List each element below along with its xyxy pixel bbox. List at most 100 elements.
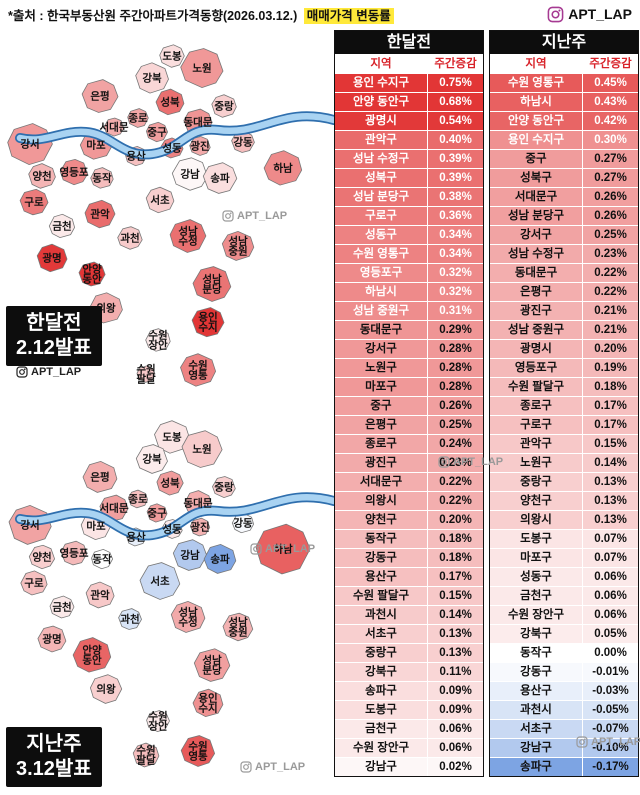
table-row: 은평구 0.25% bbox=[335, 415, 483, 434]
column-header: 지역 bbox=[335, 55, 428, 73]
region-cell: 성북구 bbox=[335, 169, 428, 187]
map-region-label: 금천 bbox=[52, 601, 71, 614]
region-cell: 동작구 bbox=[490, 644, 583, 662]
map-region bbox=[145, 121, 169, 143]
map-region-label: 수원 장안 bbox=[148, 329, 168, 352]
region-cell: 용인 수지구 bbox=[335, 74, 428, 92]
table-row: 하남시 0.32% bbox=[335, 282, 483, 301]
value-cell: 0.28% bbox=[428, 359, 483, 377]
han-river-inner bbox=[16, 113, 338, 158]
map-region bbox=[136, 365, 156, 383]
value-cell: 0.22% bbox=[583, 264, 638, 282]
table-title: 지난주 bbox=[490, 31, 638, 54]
table-row: 양천구 0.13% bbox=[490, 491, 638, 510]
value-cell: 0.32% bbox=[428, 264, 483, 282]
region-cell: 광명시 bbox=[335, 112, 428, 130]
value-cell: 0.18% bbox=[428, 549, 483, 567]
value-cell: 0.24% bbox=[428, 435, 483, 453]
table-row: 노원구 0.28% bbox=[335, 358, 483, 377]
change-table-last-week: 지난주 지역 주간증감 수원 영통구 0.45% 하남시 0.43% 안양 동안구 0.42% 용… bbox=[489, 30, 639, 777]
value-cell: 0.15% bbox=[583, 435, 638, 453]
map-region bbox=[189, 136, 211, 156]
table-row: 구로구 0.36% bbox=[335, 206, 483, 225]
map-region-label: 양천 bbox=[32, 551, 51, 564]
value-cell: -0.03% bbox=[583, 682, 638, 700]
map-region bbox=[89, 674, 123, 704]
value-cell: 0.27% bbox=[583, 169, 638, 187]
value-cell: 0.68% bbox=[428, 93, 483, 111]
table-row: 광명시 0.20% bbox=[490, 339, 638, 358]
map-region-label: 도봉 bbox=[162, 51, 182, 63]
table-row: 금천구 0.06% bbox=[335, 719, 483, 738]
value-cell: 0.19% bbox=[583, 359, 638, 377]
map-region bbox=[211, 94, 237, 118]
map-region-label: 동작 bbox=[92, 172, 112, 185]
table-row: 광명시 0.54% bbox=[335, 111, 483, 130]
value-cell: 0.26% bbox=[428, 397, 483, 415]
table-row: 광진구 0.23% bbox=[335, 453, 483, 472]
map-region bbox=[222, 612, 254, 642]
value-cell: 0.22% bbox=[428, 492, 483, 510]
table-row: 동작구 0.18% bbox=[335, 529, 483, 548]
region-cell: 성동구 bbox=[490, 568, 583, 586]
value-cell: 0.20% bbox=[428, 511, 483, 529]
value-cell: 0.21% bbox=[583, 302, 638, 320]
value-cell: 0.26% bbox=[583, 207, 638, 225]
value-cell: 0.13% bbox=[583, 511, 638, 529]
value-cell: 0.25% bbox=[583, 226, 638, 244]
value-cell: 0.40% bbox=[428, 131, 483, 149]
region-cell: 송파구 bbox=[335, 682, 428, 700]
region-cell: 중구 bbox=[490, 150, 583, 168]
table-row: 의왕시 0.13% bbox=[490, 510, 638, 529]
table-row: 강서구 0.28% bbox=[335, 339, 483, 358]
map-region-label: 광명 bbox=[42, 633, 61, 646]
table-row: 동작구 0.00% bbox=[490, 643, 638, 662]
map-region bbox=[159, 44, 185, 68]
map-region-label: 강동 bbox=[233, 517, 253, 530]
region-cell: 성동구 bbox=[335, 226, 428, 244]
map-region bbox=[203, 543, 237, 574]
map-region bbox=[81, 79, 119, 113]
map-region-label: 동대문 bbox=[184, 116, 213, 129]
table-row: 동대문구 0.22% bbox=[490, 263, 638, 282]
value-cell: 0.27% bbox=[583, 150, 638, 168]
value-cell: 0.13% bbox=[583, 492, 638, 510]
table-row: 성남 수정구 0.39% bbox=[335, 149, 483, 168]
region-cell: 수원 장안구 bbox=[335, 739, 428, 757]
region-cell: 금천구 bbox=[335, 720, 428, 738]
map-region-label: 성남 수정 bbox=[178, 225, 198, 248]
table-row: 강북구 0.05% bbox=[490, 624, 638, 643]
map-region-label: 은평 bbox=[90, 471, 109, 484]
table-row: 중구 0.27% bbox=[490, 149, 638, 168]
region-cell: 관악구 bbox=[335, 131, 428, 149]
value-cell: 0.18% bbox=[583, 378, 638, 396]
map-region bbox=[49, 595, 75, 619]
map-region-label: 중랑 bbox=[214, 101, 234, 113]
map-region bbox=[191, 307, 225, 338]
table-row: 용산구 0.17% bbox=[335, 567, 483, 586]
region-cell: 수원 장안구 bbox=[490, 606, 583, 624]
highlight-title: 매매가격 변동률 bbox=[303, 7, 394, 24]
map-region-label: 강북 bbox=[142, 453, 162, 466]
map-region-label: 성동 bbox=[162, 142, 182, 155]
region-cell: 과천시 bbox=[335, 606, 428, 624]
map-region-label: 성북 bbox=[160, 96, 180, 109]
map-region bbox=[231, 131, 255, 153]
map-region-label: 중구 bbox=[147, 127, 167, 139]
table-header-row: 지역 주간증감 bbox=[335, 54, 483, 73]
table-row: 영등포구 0.32% bbox=[335, 263, 483, 282]
region-cell: 구로구 bbox=[490, 416, 583, 434]
region-cell: 관악구 bbox=[490, 435, 583, 453]
value-cell: 0.09% bbox=[428, 682, 483, 700]
region-cell: 양천구 bbox=[490, 492, 583, 510]
region-cell: 강서구 bbox=[490, 226, 583, 244]
value-cell: 0.07% bbox=[583, 530, 638, 548]
map-region bbox=[132, 742, 160, 768]
map-region bbox=[156, 470, 184, 496]
map-region bbox=[263, 150, 303, 186]
value-cell: 0.29% bbox=[428, 321, 483, 339]
value-cell: -0.10% bbox=[583, 739, 638, 757]
map-region bbox=[146, 710, 170, 733]
value-cell: -0.17% bbox=[583, 758, 638, 776]
